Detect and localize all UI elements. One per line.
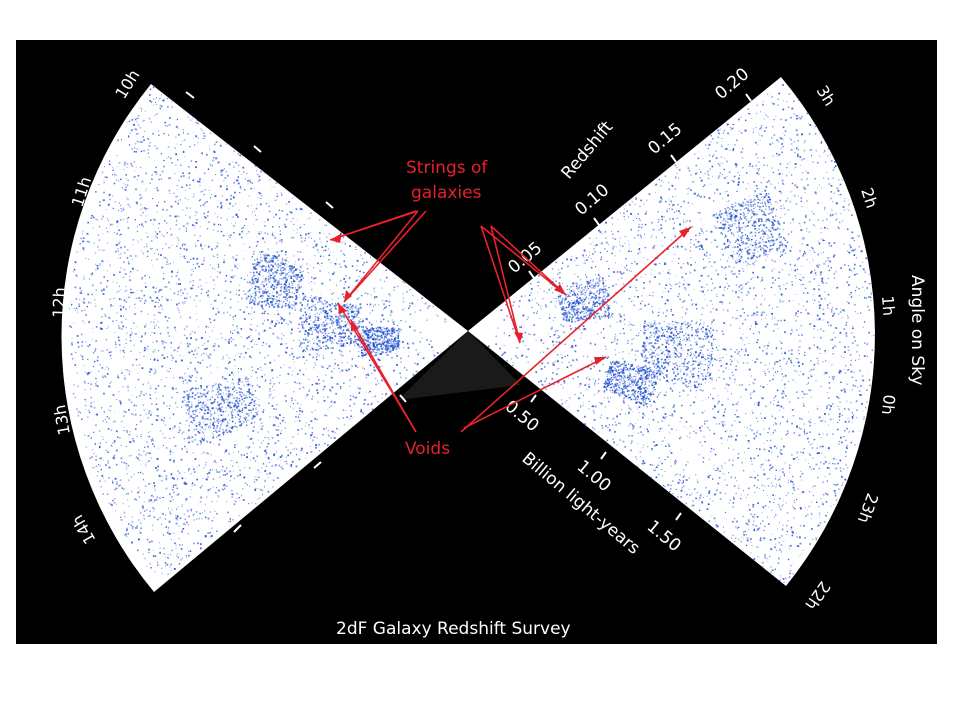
hour-label-23h: 23h: [854, 491, 882, 526]
angle-axis-label: Angle on Sky: [907, 275, 927, 385]
hour-label-10h: 10h: [111, 66, 143, 102]
right-wedge: [468, 77, 875, 586]
distance-tick-1.50: 1.50: [643, 517, 685, 557]
hour-label-22h: 22h: [801, 578, 834, 614]
hour-label-3h: 3h: [813, 82, 840, 109]
redshift-tick-0.15: 0.15: [644, 119, 686, 159]
hour-label-0h: 0h: [878, 394, 899, 416]
distance-tick-0.50: 0.50: [501, 397, 543, 437]
redshift-tick-0.20: 0.20: [711, 64, 753, 104]
redshift-axis-label: Redshift: [558, 117, 618, 183]
strings-label-line1: Strings of: [406, 158, 488, 178]
galaxy-distribution-left: [69, 84, 450, 575]
redshift-tick-0.10: 0.10: [571, 180, 613, 220]
left-wedge: [61, 84, 468, 592]
figure-title: 2dF Galaxy Redshift Survey: [336, 619, 571, 639]
hour-label-14h: 14h: [68, 512, 100, 548]
survey-diagram: 10h 11h 12h 13h 14h 3h 2h 1h 0h 23h 22h …: [49, 64, 927, 639]
strings-label-line2: galaxies: [411, 183, 482, 203]
hour-label-1h: 1h: [878, 295, 898, 317]
survey-figure: 10h 11h 12h 13h 14h 3h 2h 1h 0h 23h 22h …: [16, 40, 937, 644]
hour-label-2h: 2h: [857, 185, 881, 210]
unsurveyed-gap: [398, 331, 521, 400]
arrow-heads: [330, 227, 691, 365]
left-edge-ticks: [185, 91, 407, 533]
annotations: Strings of galaxies Voids: [329, 158, 692, 459]
galaxy-distribution-right: [487, 83, 875, 586]
voids-label: Voids: [405, 439, 450, 459]
hour-label-12h: 12h: [49, 287, 69, 318]
